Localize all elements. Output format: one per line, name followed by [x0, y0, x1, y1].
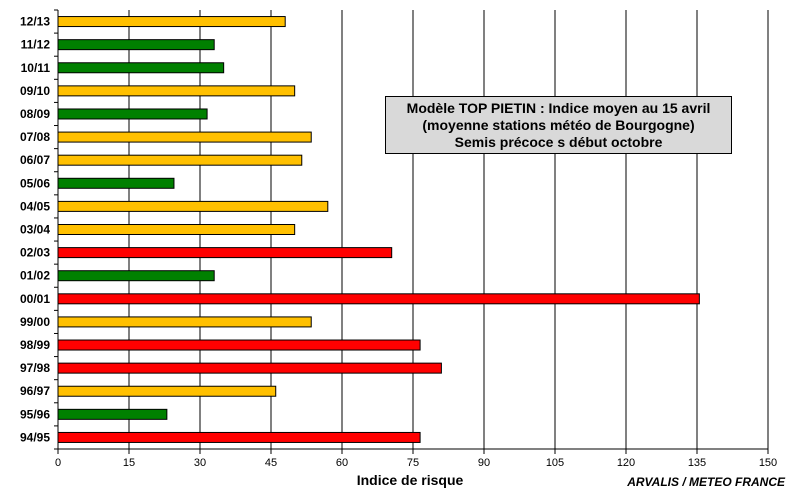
bar-03-04	[57, 224, 296, 235]
category-label: 07/08	[20, 130, 50, 144]
x-tick-label: 75	[407, 457, 419, 469]
bar-01-02	[57, 270, 215, 282]
bar-07-08	[57, 131, 312, 143]
bars	[57, 16, 700, 443]
x-tick-label: 30	[194, 457, 206, 469]
axes	[54, 9, 769, 454]
category-label: 01/02	[20, 269, 50, 283]
x-tick-label: 60	[336, 457, 348, 469]
bar-95-96	[57, 408, 168, 420]
category-label: 11/12	[21, 38, 51, 52]
bar-06-07	[57, 154, 303, 166]
category-label: 96/97	[20, 384, 50, 398]
category-label: 04/05	[20, 199, 50, 213]
x-tick-labels: 0 15 30 45 60 75 90 105 120 135 150	[55, 457, 777, 469]
category-label: 08/09	[20, 107, 50, 121]
credit-label: ARVALIS / METEO FRANCE	[626, 475, 786, 488]
category-label: 12/13	[20, 15, 50, 29]
x-tick-label: 105	[546, 457, 564, 469]
bar-12-13	[57, 16, 286, 28]
bar-96-97	[57, 385, 277, 397]
annotation-line-1: Modèle TOP PIETIN : Indice moyen au 15 a…	[406, 100, 711, 116]
annotation-line-3: Semis précoce s début octobre	[454, 134, 663, 150]
chart-annotation-box: Modèle TOP PIETIN : Indice moyen au 15 a…	[385, 96, 732, 154]
category-label: 98/99	[20, 338, 50, 352]
category-label: 02/03	[20, 246, 50, 260]
bar-02-03	[57, 247, 393, 259]
bar-98-99	[57, 339, 421, 351]
bar-05-06	[57, 177, 175, 189]
bar-97-98	[57, 362, 442, 374]
bar-04-05	[57, 200, 329, 212]
grid-lines	[128, 10, 769, 449]
x-tick-label: 90	[478, 457, 490, 469]
bar-94-95	[57, 431, 421, 443]
bar-00-01	[57, 293, 700, 305]
x-tick-label: 150	[759, 457, 777, 469]
x-tick-label: 45	[265, 457, 277, 469]
bar-09-10	[57, 85, 296, 97]
category-labels: 12/13 11/12 10/11 09/10 08/09 07/08 06/07 05/06…	[20, 15, 50, 445]
category-label: 00/01	[20, 292, 50, 306]
bar-99-00	[57, 316, 312, 328]
category-label: 03/04	[20, 223, 50, 237]
x-axis-label: Indice de risque	[357, 472, 464, 488]
x-tick-label: 15	[123, 457, 135, 469]
category-label: 09/10	[20, 84, 50, 98]
category-label: 97/98	[20, 361, 50, 375]
annotation-line-2: (moyenne stations météo de Bourgogne)	[422, 117, 695, 133]
category-label: 06/07	[20, 153, 50, 167]
bar-11-12	[57, 39, 215, 51]
category-label: 10/11	[21, 61, 51, 75]
x-tick-label: 135	[688, 457, 706, 469]
x-tick-label: 120	[617, 457, 635, 469]
category-label: 05/06	[20, 176, 50, 190]
bar-08-09	[57, 108, 208, 120]
x-tick-label: 0	[55, 457, 61, 469]
category-label: 99/00	[20, 315, 50, 329]
category-label: 95/96	[20, 407, 50, 421]
bar-10-11	[57, 62, 225, 74]
category-label: 94/95	[20, 430, 50, 444]
